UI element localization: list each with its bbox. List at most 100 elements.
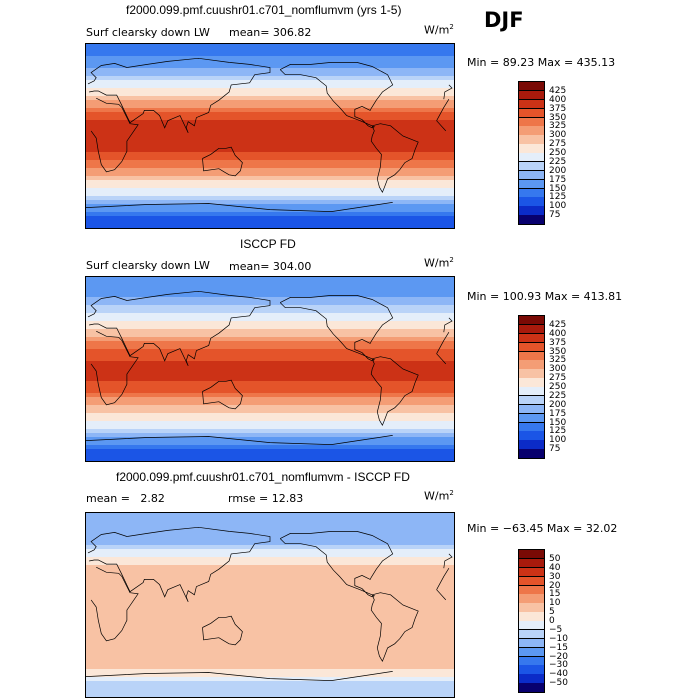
colorbar-tick-label: 275 xyxy=(549,373,567,384)
panel-2-title: ISCCP FD xyxy=(240,237,296,251)
colorbar-tick-label: 175 xyxy=(549,174,567,185)
field-band xyxy=(86,277,454,282)
field-band xyxy=(86,673,454,678)
colorbar-swatch xyxy=(519,369,544,379)
colorbar-tick-label: 375 xyxy=(549,337,567,348)
coastline xyxy=(370,123,419,193)
colorbar-tick-label: 20 xyxy=(549,580,561,591)
field-band xyxy=(86,216,454,221)
colorbar-swatch xyxy=(519,440,544,450)
field-band xyxy=(86,341,454,346)
panel-3-units-exponent: 2 xyxy=(449,489,454,497)
field-band xyxy=(86,445,454,450)
field-band xyxy=(86,281,454,286)
field-band xyxy=(86,96,454,101)
field-band xyxy=(86,437,454,442)
field-band xyxy=(86,196,454,201)
panel-1-mean-value: 306.82 xyxy=(272,26,312,39)
panel-3-title: f2000.099.pmf.cuushr01.c701_nomflumvm - … xyxy=(116,470,410,484)
field-band xyxy=(86,345,454,350)
field-band xyxy=(86,405,454,410)
field-band xyxy=(86,513,454,518)
colorbar-tick-label: −50 xyxy=(549,678,568,689)
field-band xyxy=(86,48,454,53)
colorbar-swatch xyxy=(519,550,544,560)
field-band xyxy=(86,397,454,402)
field-band xyxy=(86,373,454,378)
field-band xyxy=(86,64,454,69)
field-band xyxy=(86,208,454,213)
colorbar-swatch xyxy=(519,324,544,335)
field-band xyxy=(86,188,454,193)
field-band xyxy=(86,156,454,161)
colorbar-swatch xyxy=(519,431,544,441)
colorbar-tick-label: −5 xyxy=(549,624,563,635)
colorbar-swatch xyxy=(519,674,544,684)
field-band xyxy=(86,381,454,386)
colorbar-tick-label: 10 xyxy=(549,598,561,609)
colorbar-swatch xyxy=(519,413,544,423)
colorbar-swatch xyxy=(519,629,544,640)
field-band xyxy=(86,521,454,526)
field-band xyxy=(86,357,454,362)
colorbar-tick-label: −15 xyxy=(549,642,568,653)
field-band xyxy=(86,313,454,318)
field-band xyxy=(86,429,454,434)
field-band xyxy=(86,164,454,169)
colorbar-tick-label: 300 xyxy=(549,130,567,141)
colorbar-swatch xyxy=(519,603,544,613)
colorbar-swatch xyxy=(519,206,544,216)
colorbar-swatch xyxy=(519,360,544,370)
panel-2-mean-value: 304.00 xyxy=(272,260,312,273)
field-band xyxy=(86,413,454,418)
field-band xyxy=(86,305,454,310)
field-band xyxy=(86,325,454,330)
colorbar-swatch xyxy=(519,197,544,207)
field-band xyxy=(86,224,454,228)
panel-2-map xyxy=(85,276,455,462)
season-label: DJF xyxy=(484,8,524,32)
panel-1-map-canvas xyxy=(86,44,454,228)
field-band xyxy=(86,693,454,697)
field-band xyxy=(86,389,454,394)
field-band xyxy=(86,441,454,446)
colorbar-swatch xyxy=(519,558,544,569)
coastline xyxy=(87,57,453,134)
colorbar-tick-label: 350 xyxy=(549,112,567,123)
field-band xyxy=(86,104,454,109)
colorbar-tick-label: 250 xyxy=(549,148,567,158)
field-band xyxy=(86,625,454,630)
colorbar-swatch xyxy=(519,387,544,397)
coastline xyxy=(202,615,243,646)
field-band xyxy=(86,184,454,189)
colorbar-swatch xyxy=(519,153,544,163)
panel-3-minmax: Min = −63.45 Max = 32.02 xyxy=(467,522,618,535)
colorbar-swatch xyxy=(519,638,544,649)
field-band xyxy=(86,120,454,125)
colorbar-swatch xyxy=(519,683,544,693)
field-band xyxy=(86,609,454,614)
panel-3-map-canvas xyxy=(86,513,454,697)
coastline xyxy=(370,592,419,662)
colorbar-tick-label: 125 xyxy=(549,426,567,437)
field-band xyxy=(86,128,454,133)
field-band xyxy=(86,593,454,598)
field-band xyxy=(86,369,454,374)
panel-2-units-base: W/m xyxy=(424,256,450,270)
coastline xyxy=(279,295,394,362)
field-band xyxy=(86,689,454,694)
panel-1-units-base: W/m xyxy=(424,23,450,37)
colorbar-swatch xyxy=(519,144,544,154)
coastline xyxy=(87,290,453,367)
field-band xyxy=(86,285,454,290)
coastline xyxy=(86,671,393,681)
panel-3-units: W/m2 xyxy=(424,489,454,503)
field-band xyxy=(86,561,454,566)
coastline xyxy=(370,356,419,426)
field-band xyxy=(86,525,454,530)
colorbar-swatch xyxy=(519,82,544,92)
field-band xyxy=(86,577,454,582)
coastline xyxy=(86,202,393,212)
field-band xyxy=(86,585,454,590)
field-band xyxy=(86,573,454,578)
